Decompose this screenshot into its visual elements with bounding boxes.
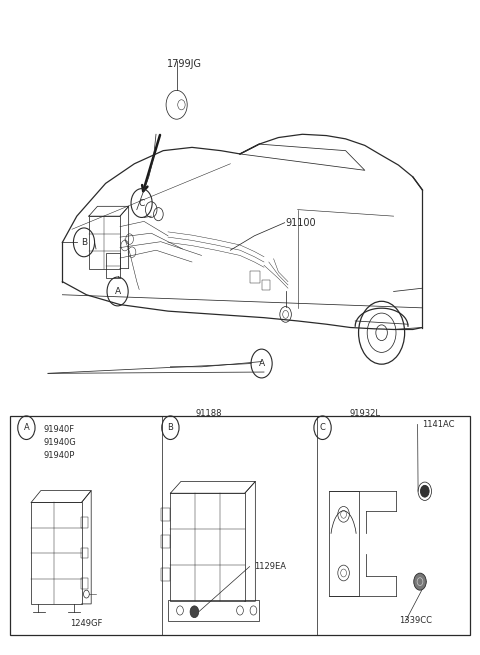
Bar xyxy=(329,491,359,596)
Text: A: A xyxy=(115,287,120,296)
Bar xyxy=(81,578,88,589)
Text: 91100: 91100 xyxy=(286,217,316,228)
Text: 91940P: 91940P xyxy=(43,451,74,460)
Bar xyxy=(161,535,170,548)
Bar xyxy=(31,502,82,604)
Circle shape xyxy=(190,606,199,618)
Bar xyxy=(170,493,245,601)
Bar xyxy=(81,517,88,528)
Text: 1129EA: 1129EA xyxy=(254,562,287,571)
Text: 1249GF: 1249GF xyxy=(70,619,103,628)
Text: 91940G: 91940G xyxy=(43,438,76,447)
Text: A: A xyxy=(24,423,29,432)
Text: A: A xyxy=(259,359,264,368)
Text: 1339CC: 1339CC xyxy=(399,616,432,626)
Bar xyxy=(168,600,259,621)
Text: 1141AC: 1141AC xyxy=(422,420,455,429)
Bar xyxy=(10,416,470,635)
Bar xyxy=(161,568,170,581)
Text: 1799JG: 1799JG xyxy=(168,59,202,69)
Bar xyxy=(106,253,120,278)
Bar xyxy=(262,280,270,290)
Bar xyxy=(81,548,88,558)
Text: C: C xyxy=(138,198,145,208)
Text: B: B xyxy=(81,238,87,247)
Bar xyxy=(89,216,120,269)
Text: C: C xyxy=(320,423,325,432)
Bar xyxy=(250,271,260,283)
Text: 91188: 91188 xyxy=(195,409,222,419)
Text: 91932L: 91932L xyxy=(349,409,380,419)
Text: B: B xyxy=(168,423,173,432)
Bar xyxy=(161,508,170,521)
Circle shape xyxy=(420,485,429,497)
Text: 91940F: 91940F xyxy=(43,424,74,434)
Circle shape xyxy=(414,573,426,590)
